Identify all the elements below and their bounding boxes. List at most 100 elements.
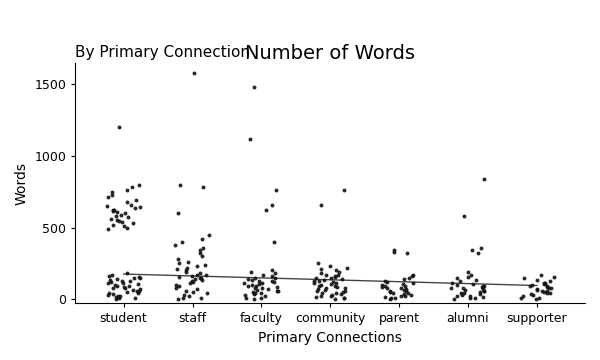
Point [383,285,392,291]
Point [465,293,475,299]
Point [542,288,552,293]
Point [116,212,126,217]
Point [123,215,133,220]
Point [189,70,199,76]
Point [250,291,259,296]
Point [241,296,251,301]
Point [446,285,456,291]
Point [313,260,323,266]
Point [182,265,191,270]
Point [460,213,469,219]
Point [245,136,254,141]
Point [134,288,143,293]
Point [447,280,457,285]
Point [516,296,526,301]
Point [106,279,115,285]
Point [270,275,280,280]
Point [104,291,114,296]
Point [175,260,184,266]
Point [396,285,406,291]
Point [251,283,260,289]
Point [103,203,112,209]
Point [190,276,199,282]
Point [135,286,145,292]
Point [125,278,135,283]
Point [340,285,350,291]
Point [400,291,409,297]
Point [385,296,395,302]
Point [339,295,349,301]
Point [113,293,122,298]
Point [192,263,202,269]
Point [197,236,206,242]
X-axis label: Primary Connections: Primary Connections [258,331,402,345]
Point [526,291,536,297]
Point [197,277,206,283]
Point [178,239,187,245]
Point [390,295,400,301]
Point [401,286,410,292]
Point [479,288,489,293]
Point [273,288,283,293]
Point [475,291,485,297]
Point [119,223,129,229]
Point [260,293,270,299]
Point [195,275,205,280]
Point [322,285,331,291]
Point [536,272,545,278]
Point [267,202,277,207]
Point [528,292,538,298]
Point [133,281,143,287]
Point [108,207,118,213]
Point [257,280,266,286]
Point [389,249,398,255]
Point [314,278,324,283]
Point [473,251,483,256]
Point [400,293,409,298]
Point [128,287,138,293]
Point [109,222,118,228]
Point [247,277,257,283]
Point [185,280,195,286]
Point [250,275,260,281]
Point [389,248,398,253]
Point [252,287,262,293]
Point [246,269,256,275]
Point [179,292,188,298]
Point [173,296,183,302]
Point [122,289,132,295]
Point [542,284,552,290]
Point [388,290,398,296]
Point [408,280,418,286]
Point [401,288,411,294]
Point [205,232,214,238]
Point [518,293,527,299]
Point [407,273,417,279]
Point [383,279,392,285]
Point [248,289,257,295]
Point [525,283,535,288]
Point [400,283,410,289]
Point [342,265,352,270]
Point [533,277,542,283]
Point [114,296,124,301]
Point [115,293,125,299]
Point [270,270,280,276]
Point [103,292,113,298]
Point [332,280,341,285]
Point [103,280,112,286]
Point [545,285,554,291]
Point [254,281,263,287]
Point [403,291,412,296]
Point [377,284,387,290]
Point [399,276,409,282]
Point [112,209,122,215]
Y-axis label: Words: Words [15,162,29,204]
Point [330,296,340,302]
Point [111,294,121,300]
Point [452,293,461,298]
Point [134,182,144,188]
Point [133,290,143,296]
Point [532,286,542,292]
Point [172,282,181,288]
